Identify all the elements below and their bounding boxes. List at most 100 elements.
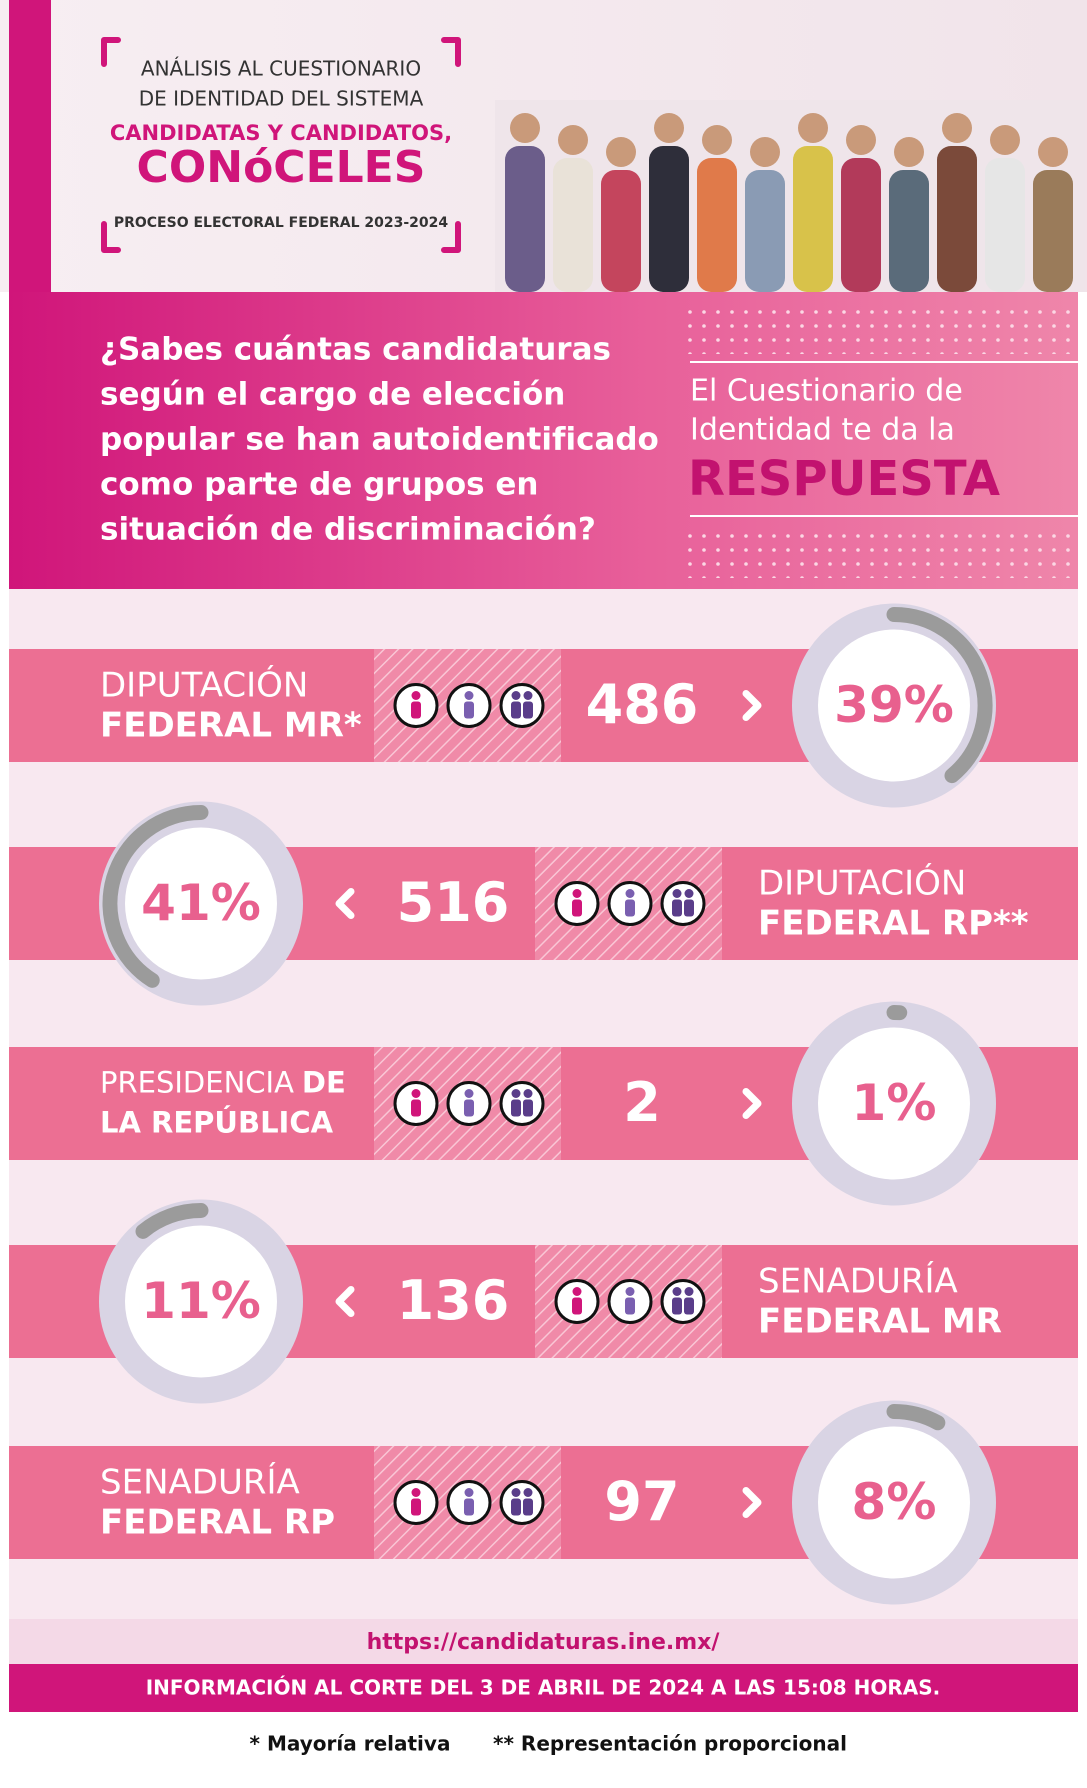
count: 486 — [586, 673, 699, 736]
icon — [572, 900, 582, 917]
answer-text: Identidad te da la — [690, 413, 955, 448]
row-label-part: DIPUTACIÓN — [100, 664, 308, 705]
icon — [524, 691, 533, 700]
person — [649, 146, 689, 292]
question-line: situación de discriminación? — [100, 512, 596, 548]
icon — [464, 1100, 474, 1117]
count: 136 — [397, 1269, 510, 1332]
person — [793, 146, 833, 292]
row-label-part: FEDERAL RP — [100, 1502, 335, 1542]
question-line: ¿Sabes cuántas candidaturas — [100, 332, 611, 368]
icon — [524, 1488, 533, 1497]
person — [601, 170, 641, 292]
question-line: popular se han autoidentificado — [100, 422, 659, 458]
icon — [625, 900, 635, 917]
person — [702, 125, 732, 155]
person — [553, 158, 593, 292]
icon — [672, 1298, 682, 1315]
percent-label: 41% — [141, 874, 261, 932]
percent-label: 8% — [852, 1473, 937, 1531]
icon — [412, 1488, 421, 1497]
icon — [523, 1499, 533, 1516]
row-label: LA REPÚBLICA — [100, 1106, 334, 1140]
count: 516 — [397, 871, 510, 934]
row-label-part: SENADURÍA — [758, 1260, 958, 1301]
decor — [688, 300, 1078, 354]
person — [654, 113, 684, 143]
person — [558, 125, 588, 155]
footnote: * Mayoría relativa — [250, 1732, 451, 1756]
person — [990, 125, 1020, 155]
percent-label: 39% — [834, 676, 954, 734]
icon — [572, 1298, 582, 1315]
header-line: ANÁLISIS AL CUESTIONARIO — [141, 57, 421, 81]
row-label-part: DIPUTACIÓN — [758, 862, 966, 903]
answer-text: El Cuestionario de — [690, 374, 963, 409]
icon — [501, 685, 543, 727]
row-label-part: SENADURÍA — [100, 1461, 300, 1502]
percent-label: 1% — [852, 1074, 937, 1132]
icon — [501, 1482, 543, 1524]
icon — [411, 1499, 421, 1516]
icon — [625, 1298, 635, 1315]
person — [937, 146, 977, 292]
person — [889, 170, 929, 292]
icon — [672, 900, 682, 917]
icon — [512, 1089, 521, 1098]
icon — [512, 691, 521, 700]
row-label-part: PRESIDENCIA — [100, 1066, 294, 1100]
person — [606, 137, 636, 167]
person — [505, 146, 545, 292]
people-illustration — [495, 100, 1085, 292]
row-label: DIPUTACIÓN — [758, 862, 966, 903]
icon — [684, 900, 694, 917]
icon — [411, 702, 421, 719]
person — [894, 137, 924, 167]
icon — [523, 1100, 533, 1117]
decor — [688, 524, 1078, 578]
row-label-part: FEDERAL MR* — [100, 705, 362, 745]
icon — [662, 1281, 704, 1323]
icon — [464, 702, 474, 719]
icon — [511, 1100, 521, 1117]
note: INFORMACIÓN AL CORTE DEL 3 DE ABRIL DE 2… — [146, 1676, 941, 1700]
row-label-part: FEDERAL RP** — [758, 903, 1029, 943]
person — [841, 158, 881, 292]
row-label-part: DE — [302, 1066, 346, 1100]
person — [1038, 137, 1068, 167]
answer-emphasis: RESPUESTA — [688, 451, 1000, 507]
count: 2 — [623, 1071, 661, 1134]
person — [745, 170, 785, 292]
person — [942, 113, 972, 143]
row-label-part: LA REPÚBLICA — [100, 1106, 334, 1140]
header-line: DE IDENTIDAD DEL SISTEMA — [139, 87, 424, 111]
header-subtitle: PROCESO ELECTORAL FEDERAL 2023-2024 — [114, 215, 449, 231]
icon — [464, 1499, 474, 1516]
icon — [523, 702, 533, 719]
person — [846, 125, 876, 155]
icon — [411, 1100, 421, 1117]
person — [1033, 170, 1073, 292]
icon — [512, 1488, 521, 1497]
row-label: SENADURÍA — [758, 1260, 958, 1301]
icon — [685, 1287, 694, 1296]
icon — [685, 889, 694, 898]
row-label: FEDERAL MR — [758, 1301, 1002, 1341]
row-label-part: FEDERAL MR — [758, 1301, 1002, 1341]
icon — [412, 1089, 421, 1098]
icon — [511, 702, 521, 719]
person — [697, 158, 737, 292]
url[interactable]: https://candidaturas.ine.mx/ — [367, 1630, 721, 1655]
icon — [626, 1287, 635, 1296]
icon — [501, 1083, 543, 1125]
icon — [573, 889, 582, 898]
row-label: PRESIDENCIADE — [100, 1066, 346, 1100]
footnote: ** Representación proporcional — [493, 1732, 847, 1756]
header-title: CONóCELES — [137, 142, 426, 193]
icon — [412, 691, 421, 700]
count: 97 — [604, 1470, 679, 1533]
row-label: FEDERAL MR* — [100, 705, 362, 745]
icon — [524, 1089, 533, 1098]
percent-label: 11% — [141, 1272, 261, 1330]
icon — [465, 691, 474, 700]
